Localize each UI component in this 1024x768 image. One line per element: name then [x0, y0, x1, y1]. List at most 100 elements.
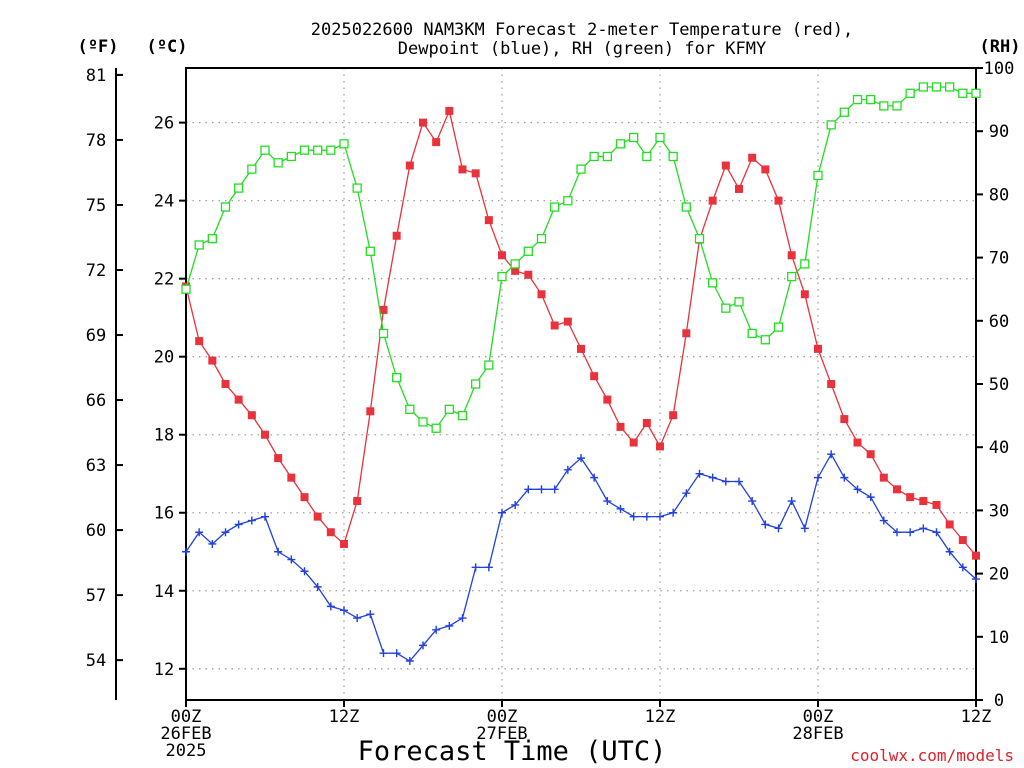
tick-labels: 54 57 60 63 66 69 72 75 78 81 12 14 16 18 20 22 24 26 0 10 2… — [86, 59, 1015, 761]
temperature-point — [458, 165, 467, 174]
dewpoint-point — [563, 465, 572, 474]
temperature-point — [827, 380, 836, 388]
fahrenheit-tick-label: 72 — [86, 261, 106, 281]
rh-tick-label: 50 — [989, 375, 1009, 395]
dewpoint-point — [840, 473, 849, 482]
fahrenheit-tick-label: 54 — [86, 651, 106, 671]
temperature-point — [563, 317, 572, 326]
chart-title-line2: Dewpoint (blue), RH (green) for KFMY — [398, 39, 766, 59]
dewpoint-point — [366, 610, 375, 619]
rh-point — [550, 202, 560, 212]
x-tick-label: 00Z — [171, 707, 202, 727]
temperature-point — [195, 337, 204, 346]
fahrenheit-tick-label: 69 — [86, 326, 106, 346]
rh-point — [931, 82, 942, 92]
rh-point — [787, 271, 797, 282]
fahrenheit-tick-label: 78 — [86, 131, 106, 151]
rh-point — [629, 132, 639, 143]
dewpoint-point — [682, 489, 691, 498]
dewpoint-point — [906, 528, 915, 537]
temperature-point — [234, 395, 243, 404]
dewpoint-point — [247, 516, 256, 525]
dewpoint-point — [511, 500, 520, 509]
temperature-point — [366, 407, 375, 416]
dewpoint-point — [800, 524, 809, 533]
temperature-point — [629, 438, 638, 447]
temperature-point — [524, 270, 533, 279]
rh-point — [286, 151, 296, 162]
rh-point — [971, 88, 981, 98]
dewpoint-point — [445, 621, 454, 630]
rh-point — [905, 88, 915, 98]
temperature-point — [906, 493, 915, 502]
temperature-point — [498, 251, 506, 260]
dewpoint-point — [972, 575, 980, 584]
celsius-tick-label: 24 — [154, 192, 174, 212]
rh-tick-label: 70 — [989, 249, 1009, 269]
fahrenheit-tick-label: 60 — [86, 521, 106, 541]
dewpoint-point — [405, 656, 414, 665]
rh-point — [313, 145, 323, 155]
fahrenheit-tick-label: 66 — [86, 391, 106, 411]
dewpoint-point — [419, 641, 427, 650]
temperature-point — [656, 442, 664, 451]
temperature-point — [853, 438, 862, 447]
x-tick-label: 2025 — [166, 741, 207, 761]
temperature-point — [445, 106, 454, 115]
dewpoint-point — [208, 539, 217, 548]
temperature-point — [945, 520, 954, 529]
rh-point — [207, 233, 217, 244]
temperature-point — [669, 411, 678, 420]
plot-frame — [185, 67, 977, 701]
rh-tick-label: 80 — [989, 185, 1009, 205]
celsius-tick-label: 14 — [154, 582, 174, 602]
dewpoint-point — [274, 547, 283, 556]
temperature-point — [511, 266, 520, 275]
rh-point — [852, 94, 863, 105]
rh-point — [484, 360, 494, 370]
temperature-point — [287, 473, 296, 482]
dewpoint-point — [353, 614, 362, 623]
temperature-point — [432, 138, 441, 147]
rh-point — [247, 164, 257, 174]
dewpoint-point — [498, 508, 506, 517]
grid-lines — [186, 68, 976, 700]
temperature-point — [419, 118, 427, 127]
celsius-tick-label: 20 — [154, 348, 174, 368]
rh-point — [918, 82, 928, 92]
rh-tick-label: 30 — [989, 501, 1009, 521]
dewpoint-point — [603, 497, 612, 506]
dewpoint-point — [629, 512, 638, 521]
x-tick-label: 26FEB — [160, 724, 211, 744]
rh-point — [813, 170, 823, 181]
temperature-point — [787, 251, 796, 260]
rh-tick-label: 40 — [989, 438, 1009, 458]
dewpoint-point — [261, 512, 269, 521]
rh-point — [892, 101, 902, 111]
rh-point — [194, 240, 204, 250]
celsius-tick-label: 22 — [154, 270, 174, 290]
temperature-point — [932, 500, 941, 509]
dewpoint-point — [234, 520, 243, 529]
temperature-point — [866, 450, 875, 459]
series-lines — [181, 82, 981, 665]
dewpoint-point — [787, 497, 796, 506]
rh-point — [431, 423, 441, 433]
dewpoint-point — [392, 649, 401, 658]
rh-point — [839, 107, 849, 117]
celsius-tick-label: 26 — [154, 114, 174, 134]
temperature-point — [261, 430, 269, 439]
rh-point — [497, 271, 507, 282]
dewpoint-point — [287, 555, 296, 564]
fahrenheit-unit-label: (ºF) — [78, 37, 119, 57]
rh-unit-label: (RH) — [980, 37, 1021, 57]
dewpoint-point — [919, 524, 928, 533]
credit-link[interactable]: coolwx.com/models — [850, 746, 1014, 765]
rh-point — [760, 335, 770, 345]
rh-point — [681, 202, 691, 212]
rh-point — [418, 417, 428, 427]
dewpoint-series — [182, 450, 980, 665]
dewpoint-point — [748, 497, 757, 506]
dewpoint-point — [550, 485, 559, 494]
